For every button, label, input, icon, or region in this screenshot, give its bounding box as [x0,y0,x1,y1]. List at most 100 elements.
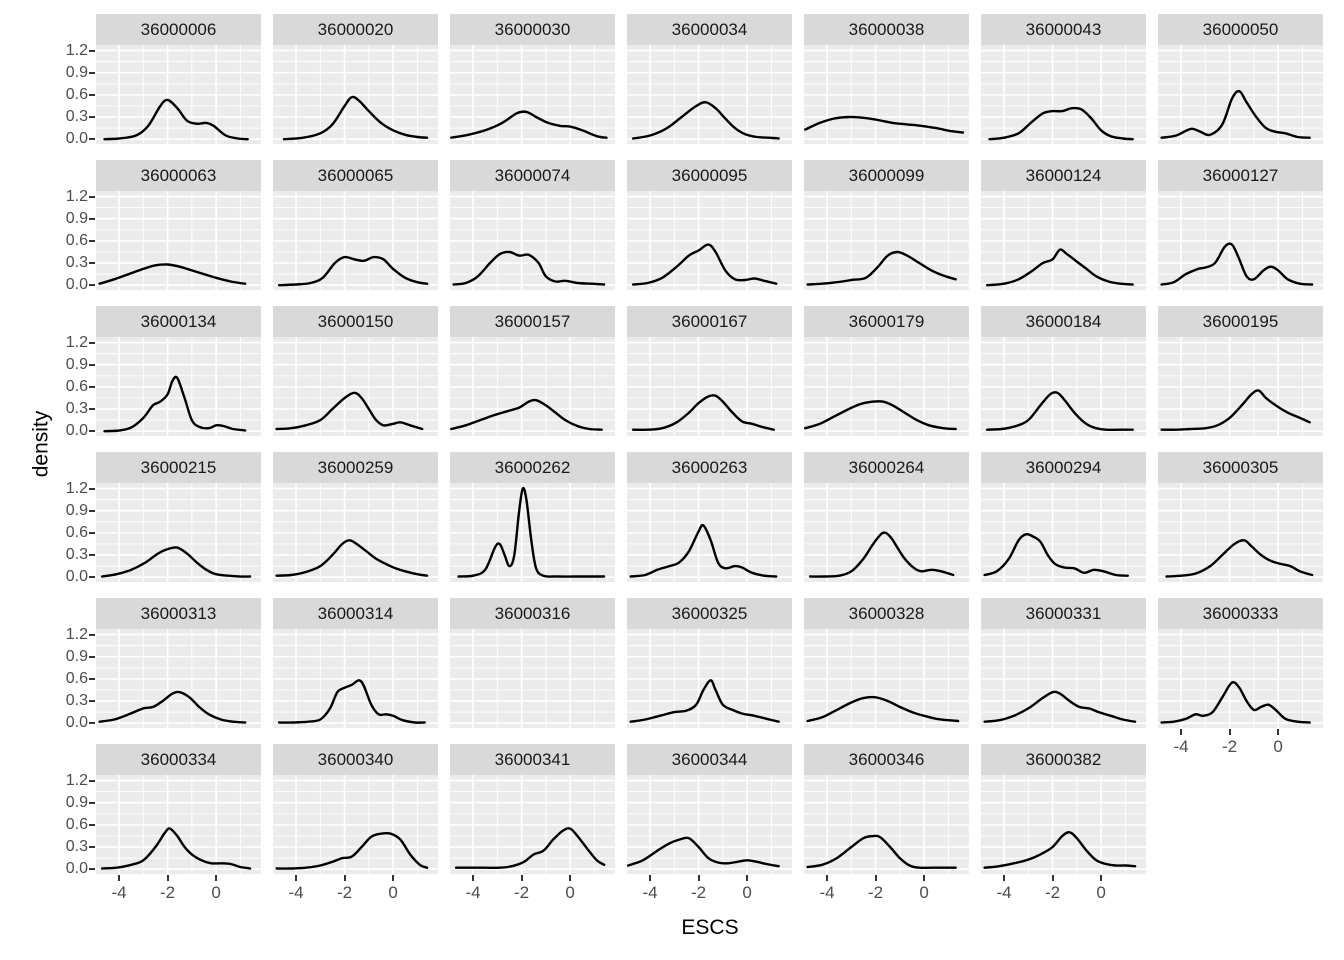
y-tick-label: 0.3 [65,108,88,126]
y-tick-mark [89,262,95,265]
y-tick-label: 0.6 [65,377,88,395]
facet-title: 36000050 [1202,19,1279,39]
y-tick-mark [89,576,95,579]
facet-strip: 36000124 [981,160,1146,191]
density-panel [1158,483,1323,582]
facet-title: 36000263 [671,457,748,477]
facet-strip: 36000305 [1158,452,1323,483]
density-curve [282,95,429,141]
facet-strip: 36000263 [627,452,792,483]
density-curve [277,255,429,287]
facet-36000050: 36000050 [1158,14,1323,144]
facet-strip: 36000134 [96,306,261,337]
density-panel [273,775,438,874]
density-panel [450,775,615,874]
y-tick-label: 0.6 [65,85,88,103]
y-tick-mark [89,509,95,512]
density-curve [806,834,957,870]
density-curve [631,101,780,140]
facet-strip: 36000167 [627,306,792,337]
density-panel [450,337,615,436]
facet-title: 36000124 [1025,165,1102,185]
facet-36000150: 36000150 [273,306,438,436]
facet-strip: 36000030 [450,14,615,45]
x-tick-mark [1003,875,1006,881]
density-panel [627,483,792,582]
density-curve [450,110,608,139]
x-tick-label: 0 [565,883,575,902]
x-tick-label: -4 [288,883,304,902]
facet-36000099: 36000099 [804,160,969,290]
y-tick-mark [89,138,95,141]
y-tick-label: 0.0 [65,276,88,294]
x-tick-label: 0 [211,883,221,902]
y-tick-label: 0.6 [65,523,88,541]
facet-36000314: 36000314 [273,598,438,728]
facet-strip: 36000063 [96,160,261,191]
facet-36000179: 36000179 [804,306,969,436]
y-tick-label: 1.2 [65,333,88,351]
x-tick-label: 0 [742,883,752,902]
y-tick-mark [89,217,95,220]
facet-36000382: 36000382 [981,744,1146,874]
x-tick-mark [472,875,475,881]
facet-strip: 36000341 [450,744,615,775]
density-panel [627,629,792,728]
y-tick-label: 1.2 [65,771,88,789]
facet-title: 36000325 [671,603,748,623]
facet-title: 36000095 [671,165,748,185]
x-tick-mark [923,875,926,881]
facet-36000020: 36000020 [273,14,438,144]
facet-title: 36000179 [848,311,925,331]
y-tick-label: 0.3 [65,400,88,418]
density-curve [983,532,1129,577]
x-tick-label: -2 [868,883,884,902]
density-curve [450,398,603,431]
density-panel [627,337,792,436]
x-tick-mark [1277,729,1280,735]
x-tick-label: 0 [919,883,929,902]
facet-title: 36000334 [140,749,217,769]
y-tick-mark [89,677,95,680]
facet-36000134: 36000134 [96,306,261,436]
facet-strip: 36000157 [450,306,615,337]
facet-36000313: 36000313 [96,598,261,728]
density-curve [631,394,775,432]
density-panel [804,191,969,290]
facet-strip: 36000314 [273,598,438,629]
facet-title: 36000030 [494,19,571,39]
x-tick-mark [166,875,169,881]
y-tick-mark [89,239,95,242]
x-tick-mark [874,875,877,881]
facet-36000325: 36000325 [627,598,792,728]
facet-36000346: 36000346 [804,744,969,874]
facet-title: 36000065 [317,165,394,185]
y-tick-label: 0.0 [65,714,88,732]
facet-title: 36000034 [671,19,748,39]
facet-36000215: 36000215 [96,452,261,582]
density-panel [450,191,615,290]
density-panel [981,45,1146,144]
density-curve [275,539,429,577]
facet-title: 36000167 [671,311,748,331]
facet-36000184: 36000184 [981,306,1146,436]
y-tick-label: 0.9 [65,209,88,227]
facet-36000043: 36000043 [981,14,1146,144]
y-tick-label: 0.6 [65,231,88,249]
facet-title: 36000259 [317,457,394,477]
facet-strip: 36000050 [1158,14,1323,45]
facet-36000095: 36000095 [627,160,792,290]
density-curve [627,836,780,868]
y-tick-mark [89,531,95,534]
y-tick-label: 0.0 [65,568,88,586]
x-tick-label: 0 [388,883,398,902]
y-tick-mark [89,633,95,636]
x-tick-mark [1100,875,1103,881]
density-panel [273,629,438,728]
density-panel [1158,629,1323,728]
facet-strip: 36000074 [450,160,615,191]
x-tick-mark [295,875,298,881]
facet-36000328: 36000328 [804,598,969,728]
y-tick-label: 0.6 [65,669,88,687]
facet-36000034: 36000034 [627,14,792,144]
